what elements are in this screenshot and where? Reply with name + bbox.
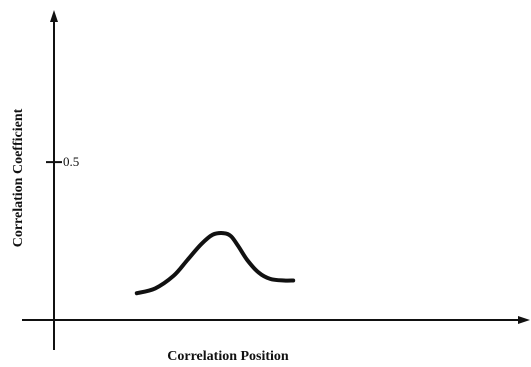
y-axis-label: Correlation Coefficient <box>11 108 26 247</box>
x-axis-arrow <box>518 316 530 324</box>
series-layer <box>134 231 296 296</box>
x-axis-label: Correlation Position <box>167 349 289 364</box>
axes: 0.5 <box>22 10 530 350</box>
y-tick-label: 0.5 <box>63 154 79 169</box>
series-line <box>134 231 296 296</box>
y-axis-arrow <box>50 10 58 22</box>
